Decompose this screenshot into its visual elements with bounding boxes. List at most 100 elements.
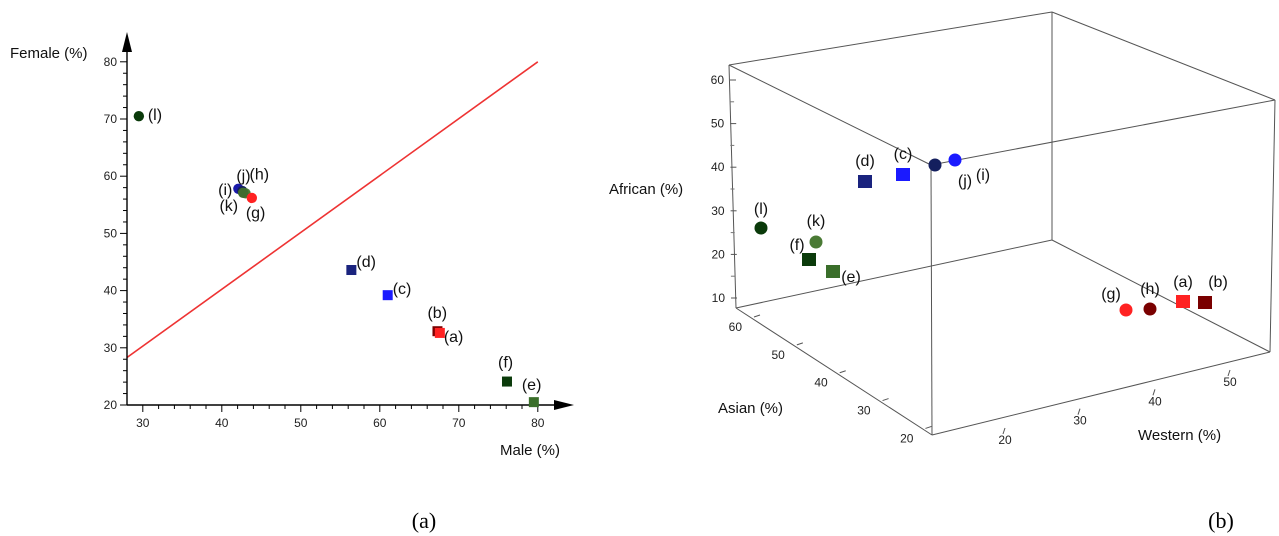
point-label: (j) — [236, 168, 250, 185]
western-tick-label: 50 — [1223, 375, 1237, 389]
y-axis-label: Female (%) — [10, 45, 88, 62]
x-axis-label: Male (%) — [500, 442, 560, 459]
reference-line — [126, 61, 539, 359]
panel-b-3d-scatter: 10 20 30 40 50 60 20 30 40 50 60 20 30 40 50 (d) (c) (j)… — [609, 11, 1276, 447]
point3d-i — [948, 153, 962, 167]
x-tick-label: 80 — [531, 416, 545, 430]
point-label: (f) — [498, 355, 513, 372]
y-tick-label: 50 — [104, 226, 118, 240]
asian-tick-label: 20 — [900, 431, 914, 445]
x-axis-arrow-icon — [554, 400, 574, 410]
point3d-a — [1176, 295, 1190, 308]
point3d-label: (a) — [1173, 274, 1193, 291]
point3d-g — [1119, 303, 1133, 317]
point-label: (h) — [250, 166, 270, 183]
asian-tick — [753, 314, 761, 318]
z-tick-label: 20 — [711, 247, 725, 261]
point3d-label: (j) — [958, 173, 972, 190]
point-c — [382, 290, 393, 301]
point-label: (c) — [393, 281, 412, 298]
y-tick-label: 20 — [104, 398, 118, 412]
caption-b: (b) — [1208, 508, 1234, 533]
z-tick-label: 30 — [711, 204, 725, 218]
point-k — [237, 187, 249, 198]
y-tick-label: 60 — [104, 169, 118, 183]
box-edge — [728, 11, 1053, 66]
z-axis-label: African (%) — [609, 181, 683, 198]
point-d — [346, 265, 357, 276]
point3d-b — [1198, 296, 1212, 309]
box-edge — [930, 164, 933, 436]
point-label: (g) — [246, 205, 266, 222]
point-label: (a) — [444, 329, 464, 346]
asian-tick — [839, 370, 846, 374]
western-tick — [1227, 369, 1231, 377]
box-edge — [1051, 239, 1271, 353]
point3d-c — [896, 168, 910, 181]
asian-tick-label: 40 — [814, 376, 828, 390]
point-l — [133, 110, 145, 122]
western-tick-label: 40 — [1148, 394, 1162, 408]
point-label: (l) — [148, 107, 162, 124]
point3d-label: (d) — [855, 153, 875, 170]
points-group: (l) (i) (j)(h) (k) (g) (d) (c) (b) (a) (f) (e) — [133, 107, 542, 408]
asian-tick-label: 50 — [771, 348, 785, 362]
z-tick-label: 40 — [711, 160, 725, 174]
point-g — [246, 192, 258, 204]
point-f — [501, 376, 512, 387]
box-edge — [930, 99, 1276, 166]
box-edge — [1269, 99, 1276, 353]
point3d-d — [858, 175, 872, 188]
point-label: (b) — [427, 305, 447, 322]
x-tick-label: 60 — [373, 416, 387, 430]
point3d-label: (b) — [1208, 274, 1228, 291]
point3d-label: (c) — [894, 146, 913, 163]
point-label: (k) — [219, 198, 238, 215]
asian-tick — [882, 398, 889, 402]
asian-tick-label: 30 — [857, 404, 871, 418]
box-edge — [1051, 11, 1276, 101]
point3d-label: (k) — [807, 213, 826, 230]
tick-group-3d: 10 20 30 40 50 60 20 30 40 50 60 20 30 40 50 — [711, 73, 1237, 447]
axes-group — [122, 32, 574, 410]
point3d-e — [826, 265, 840, 278]
box-edge — [735, 307, 933, 436]
point-label: (e) — [522, 377, 542, 394]
x-tick-label: 50 — [294, 416, 308, 430]
point3d-j — [928, 158, 942, 172]
point3d-h — [1143, 302, 1157, 316]
box-edge — [735, 239, 1053, 309]
point3d-l — [754, 221, 768, 235]
western-tick — [1002, 427, 1006, 435]
y-tick-label: 40 — [104, 284, 118, 298]
western-tick — [1152, 389, 1156, 396]
reference-line-group — [126, 61, 539, 359]
western-tick-label: 20 — [998, 433, 1012, 447]
x-tick-label: 30 — [136, 416, 150, 430]
points-group-3d: (d) (c) (j) (i) (l) (k)(f) (e) (g) (h) (a) (b) — [754, 146, 1228, 317]
box-edge — [728, 64, 932, 166]
box-edge — [931, 351, 1271, 436]
point-label: (d) — [356, 254, 376, 271]
point3d-label: (l) — [754, 201, 768, 218]
asian-tick — [796, 342, 804, 346]
point-e — [528, 397, 539, 408]
point-label: (i) — [218, 182, 232, 199]
point3d-label: (e) — [841, 269, 861, 286]
y-tick-label: 70 — [104, 112, 118, 126]
box-frame — [728, 11, 1276, 436]
z-tick-label: 60 — [711, 73, 725, 87]
asian-tick — [925, 425, 932, 429]
x-tick-label: 40 — [215, 416, 229, 430]
point-a — [434, 327, 445, 338]
point3d-label: (g) — [1101, 286, 1121, 303]
asian-tick-label: 60 — [729, 320, 743, 334]
point3d-label: (f) — [789, 237, 804, 254]
box-edge — [728, 64, 737, 309]
western-axis-label: Western (%) — [1138, 427, 1221, 444]
z-tick-label: 50 — [711, 117, 725, 131]
caption-a: (a) — [412, 508, 436, 533]
point3d-f — [802, 253, 816, 266]
asian-axis-label: Asian (%) — [718, 400, 783, 417]
